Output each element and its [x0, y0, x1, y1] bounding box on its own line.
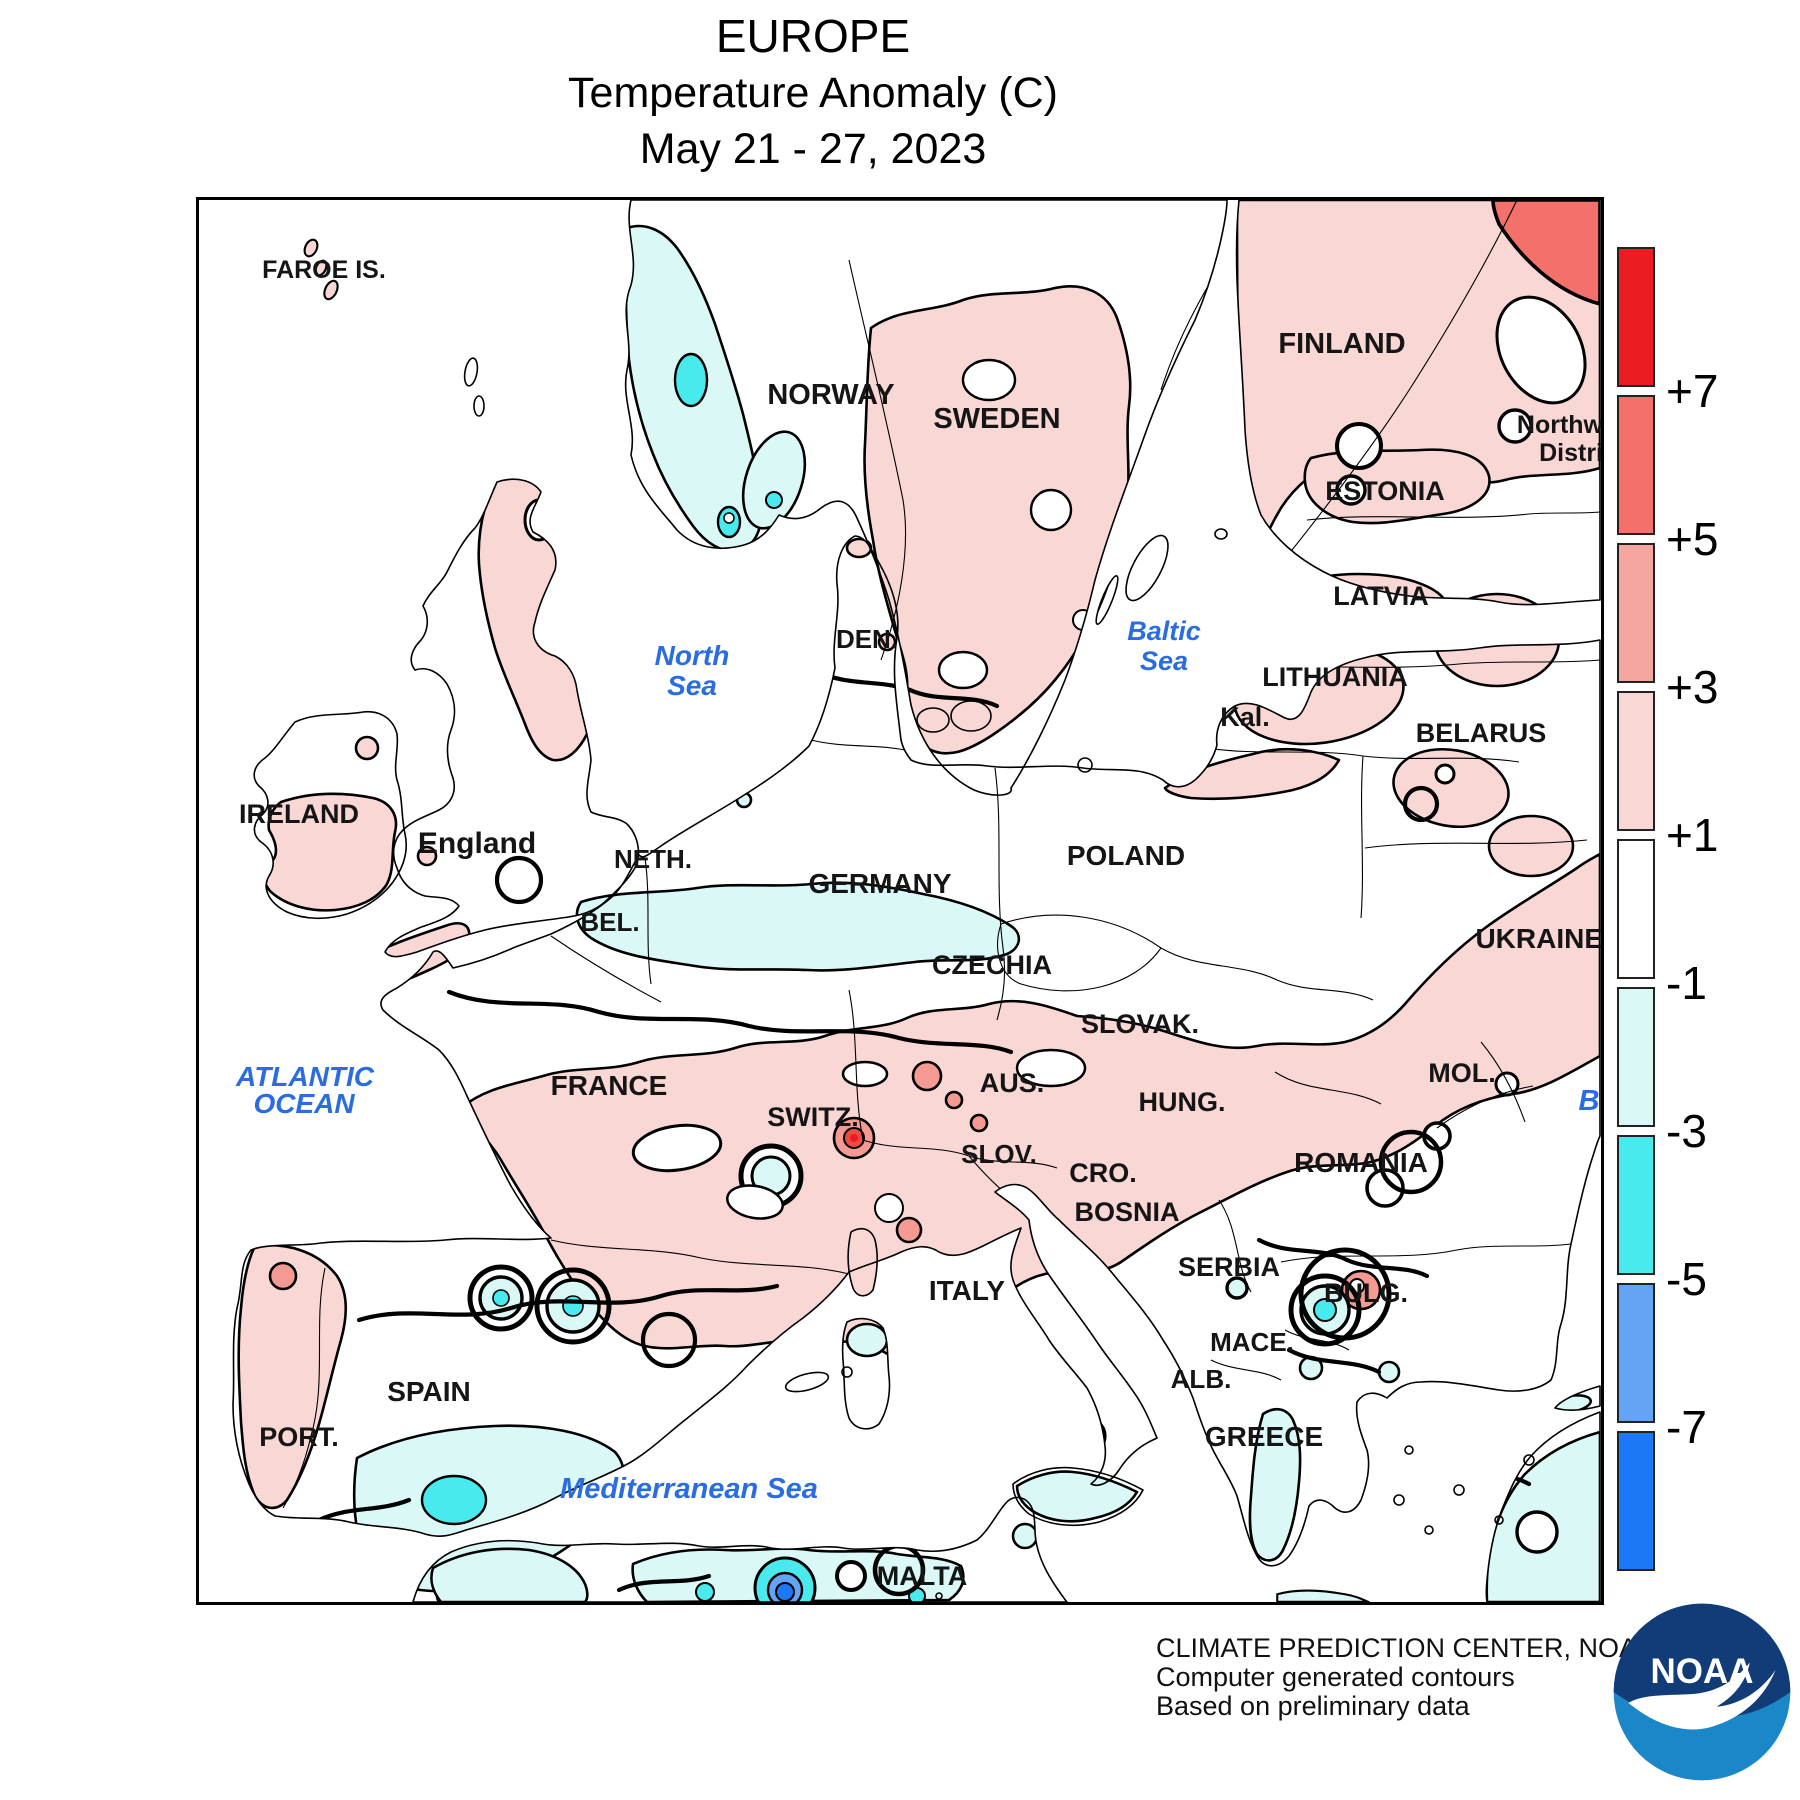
colorbar-segment-2 [1617, 543, 1655, 683]
map-label-slov-: SLOV. [961, 1139, 1037, 1169]
map-label-poland: POLAND [1067, 840, 1185, 871]
map-label-b: B [1579, 1085, 1600, 1117]
colorbar-segment-5 [1617, 987, 1655, 1127]
colorbar-labels: +7 +5 +3 +1 -1 -3 -5 -7 [1666, 0, 1796, 1800]
colorbar-segment-4 [1617, 839, 1655, 979]
colorbar-label-m7: -7 [1666, 1401, 1707, 1453]
seagull-icon [1628, 1662, 1776, 1730]
map-label-italy: ITALY [929, 1275, 1006, 1306]
map-label-mace-: MACE. [1210, 1327, 1294, 1357]
map-label-slovak-: SLOVAK. [1081, 1009, 1199, 1039]
map-label-cro-: CRO. [1069, 1158, 1137, 1188]
map-label-bel-: BEL. [580, 907, 639, 937]
map-label-ireland: IRELAND [239, 799, 359, 829]
map-title-block: EUROPE Temperature Anomaly (C) May 21 - … [13, 8, 1613, 177]
map-label-alb-: ALB. [1171, 1364, 1232, 1394]
map-label-belarus: BELARUS [1416, 718, 1547, 748]
attribution-line-2: Computer generated contours [1156, 1662, 1515, 1692]
colorbar-segment-6 [1617, 1135, 1655, 1275]
map-label-czechia: CZECHIA [932, 950, 1052, 980]
map-label-atlantic: ATLANTIC [235, 1061, 375, 1092]
strong-positive-regions [1491, 200, 1600, 307]
europe-anomaly-map: FAROE IS. NORWAY SWEDEN FINLAND ESTONIA LATVI… [196, 197, 1604, 1605]
colorbar-label-p3: +3 [1666, 661, 1719, 713]
map-label-aus-: AUS. [980, 1068, 1045, 1098]
map-label-finland: FINLAND [1278, 328, 1405, 360]
colorbar-label-p5: +5 [1666, 513, 1719, 565]
map-label-france: FRANCE [551, 1070, 668, 1101]
map-svg: FAROE IS. NORWAY SWEDEN FINLAND ESTONIA LATVI… [232, 200, 1601, 1602]
map-label-port-: PORT. [259, 1422, 339, 1452]
map-label-den-: DEN. [836, 624, 898, 654]
map-label-mol-: MOL. [1428, 1058, 1496, 1088]
map-label-sweden: SWEDEN [933, 403, 1060, 435]
colorbar-label-p1: +1 [1666, 809, 1719, 861]
colorbar-label-m5: -5 [1666, 1253, 1707, 1305]
colorbar-segment-1 [1617, 395, 1655, 535]
map-label-serbia: SERBIA [1178, 1252, 1280, 1282]
colorbar-label-p7: +7 [1666, 365, 1719, 417]
map-label-mediterranean-sea: Mediterranean Sea [560, 1473, 818, 1505]
map-label-north: North [655, 640, 730, 671]
page-title: EUROPE [715, 10, 911, 62]
colorbar-label-m3: -3 [1666, 1105, 1707, 1157]
noaa-logo: NOAA [1610, 1600, 1794, 1784]
map-label-ocean: OCEAN [253, 1088, 355, 1119]
map-label-sea: Sea [1140, 646, 1188, 676]
attribution-line-3: Based on preliminary data [1156, 1691, 1470, 1721]
attribution-block: CLIMATE PREDICTION CENTER, NOAA Computer… [1156, 1634, 1655, 1721]
colorbar-label-m1: -1 [1666, 957, 1707, 1009]
map-label-sea: Sea [667, 670, 717, 701]
map-label-england: England [418, 827, 536, 860]
colorbar-segment-0 [1617, 247, 1655, 387]
map-label-germany: GERMANY [808, 868, 951, 899]
map-label-distri: Distri [1539, 439, 1601, 467]
map-label-ukraine: UKRAINE [1475, 923, 1601, 954]
map-label-faroe-is-: FAROE IS. [262, 256, 386, 284]
map-label-latvia: LATVIA [1333, 581, 1429, 611]
map-label-baltic: Baltic [1127, 616, 1201, 646]
map-label-estonia: ESTONIA [1325, 476, 1445, 506]
date-range: May 21 - 27, 2023 [639, 125, 987, 173]
map-label-bosnia: BOSNIA [1074, 1197, 1179, 1227]
noaa-logo-sky [1613, 1603, 1791, 1717]
map-label-norway: NORWAY [767, 379, 894, 411]
noaa-logo-text: NOAA [1651, 1652, 1754, 1691]
map-label-greece: GREECE [1205, 1421, 1323, 1452]
map-label-switz-: SWITZ. [767, 1102, 858, 1132]
map-label-hung-: HUNG. [1139, 1087, 1226, 1117]
anomaly-colorbar [1617, 247, 1655, 1579]
thick-contour-lines [316, 569, 1532, 1597]
map-label-kal-: Kal. [1220, 702, 1270, 732]
map-label-spain: SPAIN [387, 1376, 471, 1407]
white-contour-holes [523, 295, 1587, 1592]
map-label-neth-: NETH. [614, 844, 692, 874]
page-subtitle: Temperature Anomaly (C) [568, 69, 1058, 117]
colorbar-segment-7 [1617, 1283, 1655, 1423]
map-label-northw: Northw [1517, 411, 1601, 439]
map-label-malta: MALTA [877, 1561, 967, 1591]
map-label-bulg-: BULG. [1324, 1278, 1408, 1308]
colorbar-segment-8 [1617, 1431, 1655, 1571]
map-label-lithuania: LITHUANIA [1262, 662, 1407, 692]
map-label-romania: ROMANIA [1294, 1147, 1428, 1178]
noaa-logo-svg: NOAA [1613, 1603, 1791, 1781]
colorbar-segment-3 [1617, 691, 1655, 831]
attribution-line-1: CLIMATE PREDICTION CENTER, NOAA [1156, 1633, 1656, 1663]
map-labels: FAROE IS. NORWAY SWEDEN FINLAND ESTONIA LATVI… [235, 256, 1601, 1591]
